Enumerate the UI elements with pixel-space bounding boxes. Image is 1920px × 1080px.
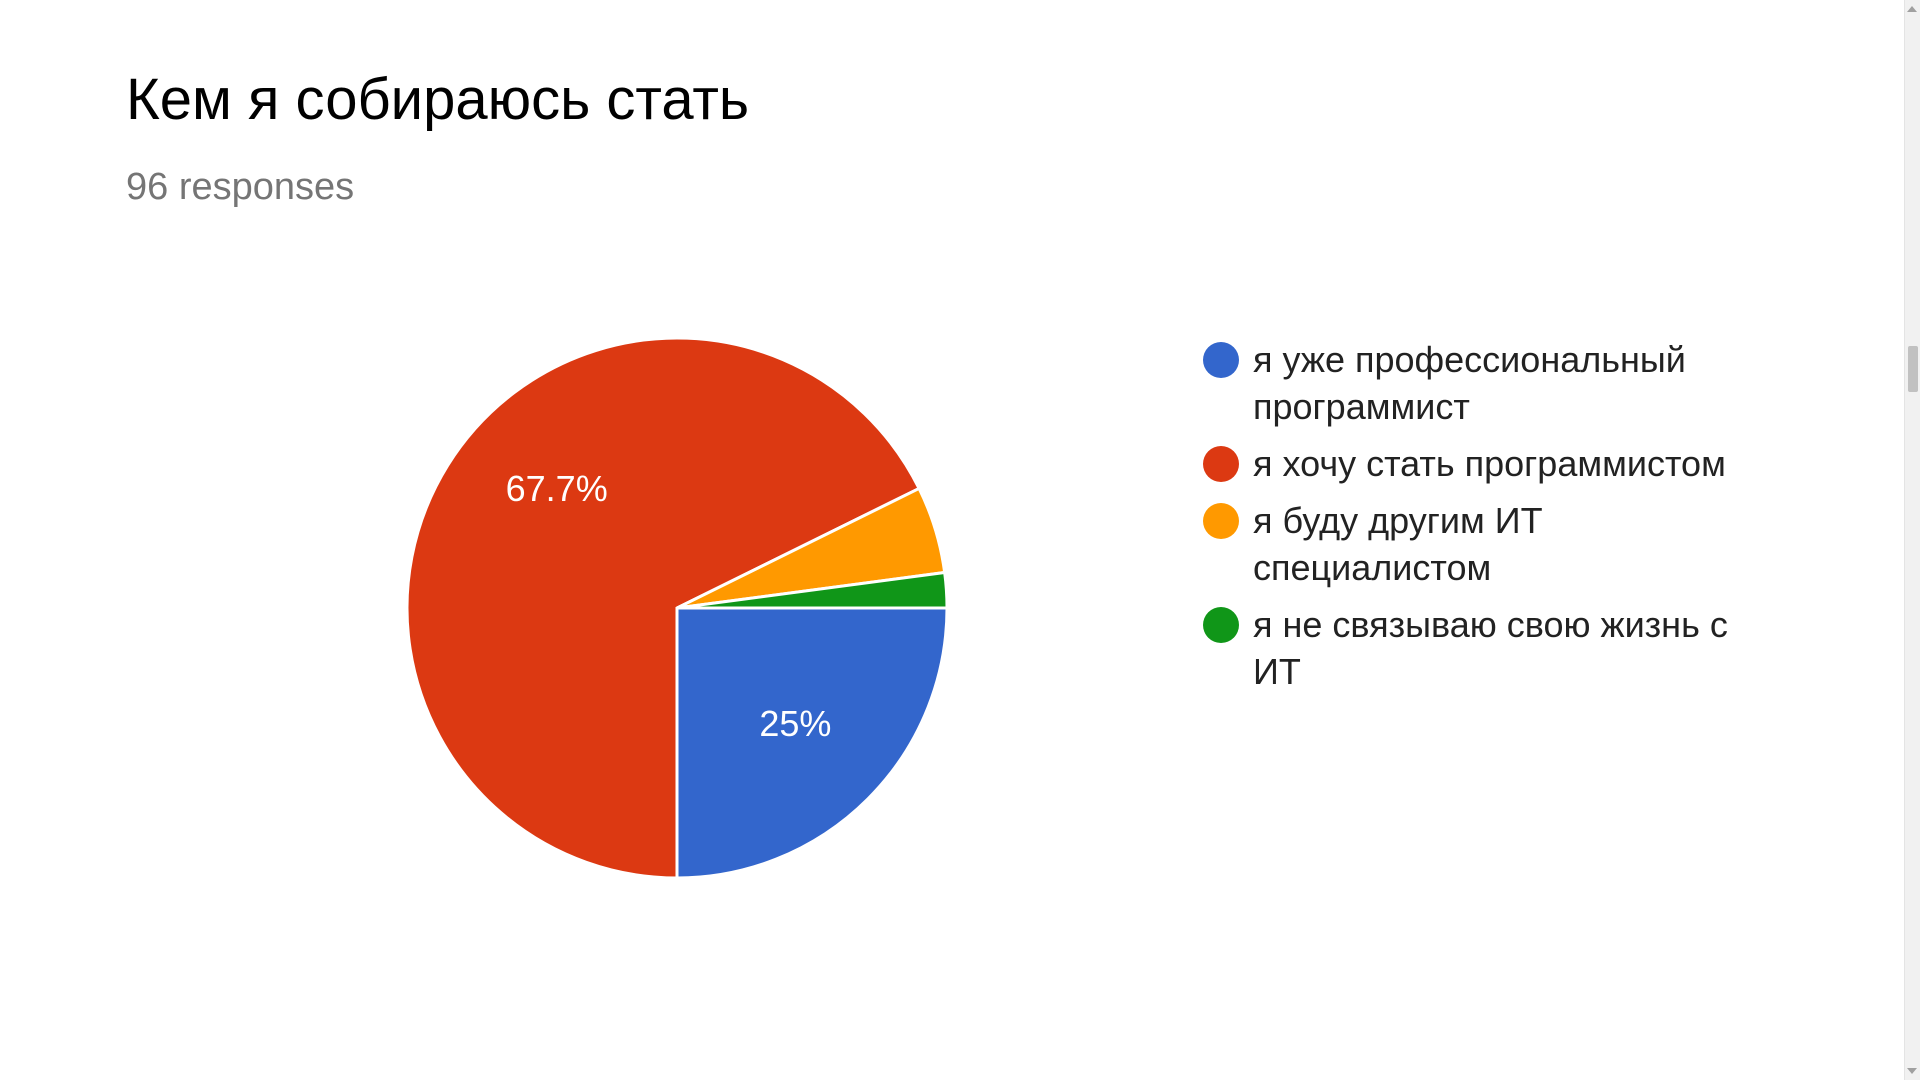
legend-label: я хочу стать программистом [1253,443,1726,484]
legend-item[interactable]: я уже профессиональный программист [1201,336,1741,430]
responses-count: 96 responses [126,166,355,208]
pie-slice[interactable] [676,570,949,610]
scrollbar-thumb[interactable] [1908,346,1918,392]
legend-label: я буду другим ИТ специалистом [1253,500,1543,588]
legend-item[interactable]: я не связываю свою жизнь с ИТ [1201,601,1741,695]
scroll-down-icon[interactable] [1907,1068,1917,1074]
pie-slice[interactable] [405,336,922,880]
legend-label: я уже профессиональный программист [1253,339,1686,427]
vertical-scrollbar[interactable] [1904,0,1920,1080]
slice-data-label: 67.7% [506,468,608,509]
legend-swatch-icon [1203,342,1239,378]
legend-swatch-icon [1203,607,1239,643]
pie-slice[interactable] [675,606,949,880]
legend-item[interactable]: я буду другим ИТ специалистом [1201,497,1741,591]
chart-legend: я уже профессиональный программист я хочу… [1201,336,1741,705]
slice-data-label: 25% [759,703,831,744]
scroll-up-icon[interactable] [1907,6,1917,12]
legend-item[interactable]: я хочу стать программистом [1201,440,1741,487]
legend-swatch-icon [1203,446,1239,482]
legend-label: я не связываю свою жизнь с ИТ [1253,604,1728,692]
chart-title: Кем я собираюсь стать [126,67,750,132]
legend-swatch-icon [1203,503,1239,539]
